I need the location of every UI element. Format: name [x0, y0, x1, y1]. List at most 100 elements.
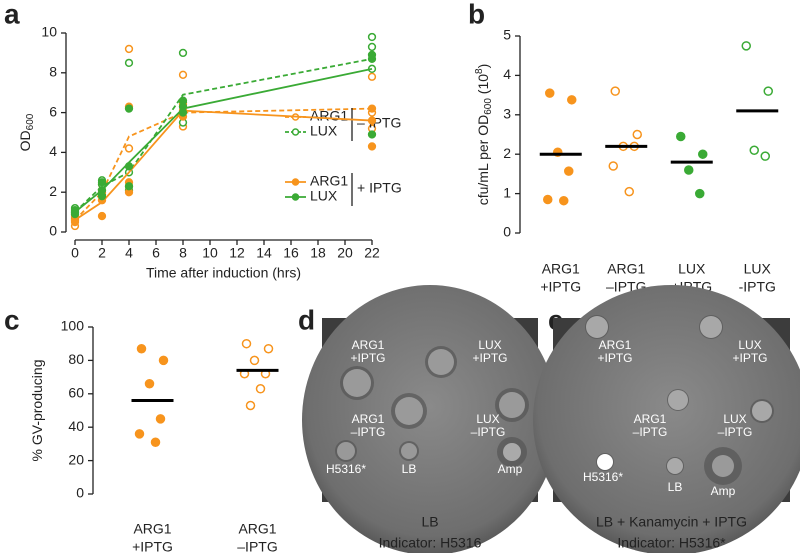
- data-point: [367, 142, 377, 151]
- spot: [337, 442, 355, 460]
- x-tick-label: 12: [229, 245, 245, 261]
- data-point: [263, 343, 274, 354]
- data-point: [97, 186, 107, 195]
- spot: [700, 316, 722, 338]
- data-point: [124, 44, 134, 54]
- plate-label: H5316*: [326, 462, 366, 476]
- data-point: [749, 145, 759, 156]
- spot: [667, 458, 683, 474]
- data-point: [249, 355, 260, 366]
- x-tick-label: 6: [152, 245, 160, 261]
- plate-label: Amp: [498, 462, 523, 476]
- category-label: -IPTG: [739, 279, 776, 295]
- data-point: [559, 195, 569, 206]
- spot: [668, 390, 688, 410]
- x-tick-label: 20: [337, 245, 353, 261]
- data-point: [610, 86, 620, 96]
- data-point: [608, 161, 618, 171]
- plate-label: ARG1: [352, 338, 385, 352]
- plate-label: +IPTG: [472, 351, 507, 365]
- plate-label: –IPTG: [718, 425, 753, 439]
- x-tick-label: 18: [310, 245, 326, 261]
- data-point: [241, 338, 252, 349]
- x-tick-label: 0: [71, 245, 79, 261]
- y-axis-label-part: OD: [17, 130, 33, 151]
- y-tick-label: 20: [68, 451, 84, 467]
- data-point: [124, 104, 134, 113]
- data-point: [178, 96, 188, 105]
- plate-label: Amp: [711, 484, 736, 498]
- data-point: [155, 414, 166, 424]
- y-tick-label: 2: [49, 183, 57, 199]
- x-tick-label: 22: [364, 245, 380, 261]
- data-point: [124, 162, 134, 171]
- y-tick-label: 4: [49, 143, 57, 159]
- y-tick-label: 8: [49, 64, 57, 80]
- x-tick-label: 2: [98, 245, 106, 261]
- plate-label: LB: [402, 462, 417, 476]
- y-tick-label: 1: [503, 184, 511, 200]
- y-axis-label-part: ): [475, 64, 491, 69]
- plate: [302, 285, 558, 553]
- legend-label: ARG1: [310, 108, 348, 124]
- data-point: [367, 50, 377, 60]
- plate-label: +IPTG: [732, 351, 767, 365]
- data-point: [367, 104, 377, 113]
- y-axis-label-part: 600: [483, 98, 494, 115]
- plate-label: –IPTG: [351, 425, 386, 439]
- legend-label: LUX: [310, 188, 338, 204]
- y-axis-label-part: 8: [474, 68, 485, 74]
- spot: [586, 316, 608, 338]
- data-point: [124, 144, 134, 153]
- y-tick-label: 0: [503, 224, 511, 240]
- y-tick-label: 80: [68, 351, 84, 367]
- spot: [503, 443, 521, 461]
- data-point: [97, 178, 107, 187]
- y-tick-label: 5: [503, 27, 511, 43]
- y-tick-label: 40: [68, 418, 84, 434]
- legend-group-label: + IPTG: [357, 180, 402, 196]
- y-tick-label: 10: [41, 24, 57, 40]
- panel-letter: a: [4, 0, 20, 29]
- spot: [395, 397, 423, 425]
- data-point: [763, 86, 773, 96]
- y-axis-label-part: % GV-producing: [29, 360, 45, 462]
- plate-label: –IPTG: [471, 425, 506, 439]
- x-tick-label: 8: [179, 245, 187, 261]
- x-axis-label: Time after induction (hrs): [146, 265, 301, 281]
- legend-label: LUX: [310, 123, 338, 139]
- data-point: [124, 182, 134, 191]
- plate-label: –IPTG: [633, 425, 668, 439]
- data-point: [367, 130, 377, 139]
- data-point: [698, 149, 708, 159]
- y-tick-label: 100: [61, 318, 85, 334]
- data-point: [158, 355, 169, 366]
- data-point: [178, 70, 188, 79]
- data-point: [684, 165, 694, 175]
- spot: [343, 369, 371, 397]
- y-axis-label: OD600: [17, 113, 36, 151]
- spot: [401, 443, 417, 459]
- plate-label: LUX: [478, 338, 501, 352]
- spot: [428, 349, 454, 375]
- y-tick-label: 0: [76, 485, 84, 501]
- data-point: [367, 42, 377, 52]
- category-label: –IPTG: [237, 539, 277, 553]
- y-axis-label-part: cfu/mL per OD: [475, 115, 491, 206]
- plate-label: +IPTG: [597, 351, 632, 365]
- category-label: ARG1: [607, 261, 645, 277]
- legend-marker: [291, 193, 300, 201]
- y-tick-label: 0: [49, 223, 57, 239]
- plate-label: ARG1: [634, 412, 667, 426]
- y-tick-label: 6: [49, 103, 57, 119]
- legend-group-label: – IPTG: [357, 115, 401, 131]
- plate-label: LB: [668, 480, 683, 494]
- x-tick-label: 10: [202, 245, 218, 261]
- y-axis-label-part: 600: [25, 113, 36, 130]
- data-point: [150, 437, 161, 447]
- legend-label: ARG1: [310, 173, 348, 189]
- x-tick-label: 16: [283, 245, 299, 261]
- category-label: ARG1: [542, 261, 580, 277]
- y-tick-label: 3: [503, 106, 511, 122]
- category-label: ARG1: [238, 521, 276, 537]
